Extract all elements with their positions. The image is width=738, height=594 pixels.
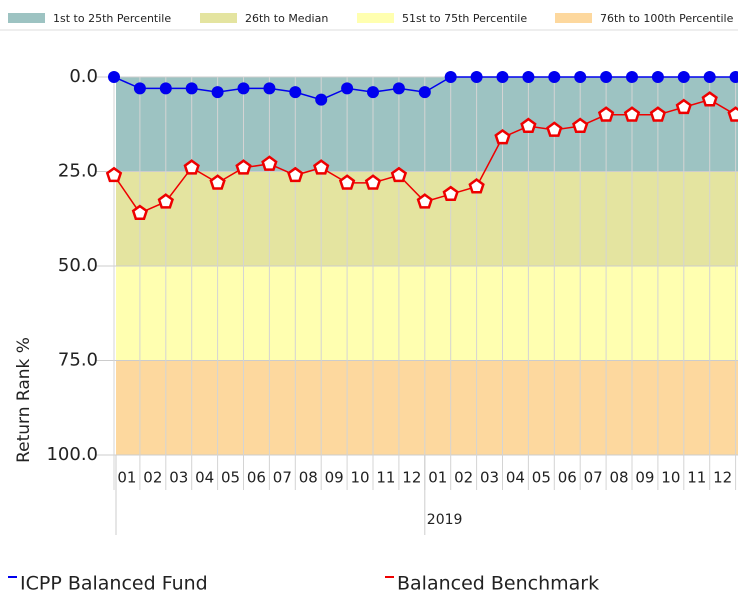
data-point	[548, 71, 561, 83]
x-tick-label: 10	[661, 469, 680, 487]
x-tick-label: 09	[635, 469, 654, 487]
data-point	[183, 159, 200, 175]
x-tick-label: 03	[169, 469, 188, 487]
data-point	[651, 71, 664, 83]
x-tick-label: 05	[221, 469, 240, 487]
x-tick-label: 02	[454, 469, 473, 487]
data-point	[494, 128, 511, 145]
data-point	[185, 82, 198, 95]
data-point	[105, 166, 123, 183]
data-point	[159, 82, 172, 95]
data-point	[600, 71, 613, 83]
x-tick-label: 06	[558, 469, 577, 487]
data-point	[133, 82, 146, 95]
x-tick-label: 08	[610, 469, 629, 487]
y-tick-label: 75.0	[58, 350, 98, 371]
data-point	[677, 71, 690, 83]
x-tick-label: 11	[687, 469, 706, 487]
legend-swatch	[357, 13, 394, 23]
data-point	[131, 204, 149, 220]
data-point	[727, 106, 738, 122]
data-point	[470, 71, 483, 83]
y-axis-label: Return Rank %	[14, 337, 34, 463]
legend-label: 26th to Median	[245, 12, 328, 25]
data-point	[729, 71, 738, 83]
legend-label: Balanced Benchmark	[397, 573, 599, 594]
data-point	[442, 185, 459, 202]
legend-label: ICPP Balanced Fund	[20, 573, 208, 594]
data-point	[108, 71, 120, 83]
x-group-label: 2019	[427, 512, 463, 528]
data-point	[392, 82, 405, 95]
data-point	[701, 91, 718, 107]
data-point	[468, 178, 485, 194]
data-point	[675, 98, 692, 115]
data-point	[626, 71, 638, 83]
data-point	[287, 166, 304, 183]
x-tick-label: 04	[195, 469, 214, 487]
x-tick-label: 10	[351, 469, 370, 487]
data-point	[520, 117, 537, 134]
percentile-band	[116, 266, 738, 361]
x-tick-label: 09	[325, 469, 344, 487]
x-tick-label: 01	[428, 469, 447, 487]
data-point	[338, 174, 356, 190]
x-tick-label: 07	[273, 469, 292, 487]
data-point	[367, 86, 379, 99]
data-point	[235, 159, 252, 175]
data-point	[364, 174, 382, 190]
legend-swatch	[555, 13, 592, 23]
x-tick-label: 03	[480, 469, 499, 487]
data-point	[623, 106, 641, 122]
y-tick-label: 0.0	[69, 66, 98, 87]
data-point	[211, 86, 224, 99]
data-point	[261, 155, 278, 171]
x-tick-label: 12	[402, 469, 421, 487]
data-point	[444, 71, 457, 83]
data-point	[341, 82, 354, 95]
data-point	[597, 106, 615, 122]
x-tick-label: 01	[117, 469, 136, 487]
data-point	[390, 166, 408, 183]
percentile-band	[116, 360, 738, 455]
x-tick-label: 11	[376, 469, 395, 487]
data-point	[522, 71, 535, 83]
x-tick-label: 12	[713, 469, 732, 487]
x-tick-label: 05	[532, 469, 551, 487]
data-point	[703, 71, 716, 83]
data-point	[157, 193, 174, 209]
data-point	[315, 93, 328, 106]
data-point	[572, 117, 589, 134]
data-point	[574, 71, 587, 83]
data-point	[649, 106, 667, 122]
data-point	[496, 71, 509, 83]
data-point	[418, 86, 431, 99]
y-tick-label: 50.0	[58, 255, 98, 276]
data-point	[237, 82, 250, 95]
x-tick-label: 08	[299, 469, 318, 487]
legend-label: 76th to 100th Percentile	[600, 12, 734, 25]
data-point	[209, 174, 226, 190]
legend-label: 1st to 25th Percentile	[53, 12, 171, 25]
x-tick-label: 02	[143, 469, 162, 487]
data-point	[289, 86, 302, 99]
legend-swatch	[8, 13, 45, 23]
percentile-band	[116, 171, 738, 266]
data-point	[313, 159, 330, 175]
x-tick-label: 06	[247, 469, 266, 487]
x-tick-label: 07	[584, 469, 603, 487]
legend-label: 51st to 75th Percentile	[402, 12, 527, 25]
y-tick-label: 100.0	[46, 444, 98, 465]
y-tick-label: 25.0	[58, 161, 98, 182]
data-point	[546, 121, 563, 137]
data-point	[416, 193, 433, 209]
x-tick-label: 04	[506, 469, 525, 487]
legend-swatch	[200, 13, 237, 23]
data-point	[263, 82, 276, 95]
